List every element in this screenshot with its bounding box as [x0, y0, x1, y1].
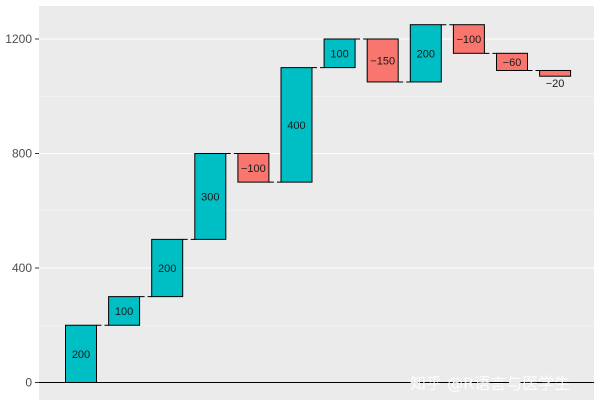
waterfall-bar	[539, 69, 572, 77]
waterfall-bar	[496, 52, 528, 71]
waterfall-bar	[151, 238, 184, 298]
watermark: 知乎 @R语言与医学生	[410, 374, 570, 393]
waterfall-bar	[194, 153, 227, 240]
bars	[65, 24, 572, 383]
y-tick-label: 800	[12, 147, 32, 161]
waterfall-bar	[452, 24, 485, 54]
bar-value-label: 100	[330, 48, 348, 60]
bar-value-label: 200	[158, 263, 176, 275]
bar-value-label: −20	[546, 78, 565, 90]
bar-value-label: 200	[72, 349, 90, 361]
y-tick-label: 0	[25, 376, 32, 390]
bar-value-label: −100	[241, 163, 266, 175]
connectors	[96, 24, 540, 326]
bar-value-label: −100	[457, 34, 482, 46]
waterfall-bar	[237, 153, 270, 183]
bar-value-label: 200	[417, 48, 435, 60]
y-axis: 0 400 800 1200	[5, 32, 39, 390]
bar-value-label: 300	[201, 191, 219, 203]
y-tick-label: 1200	[5, 32, 32, 46]
waterfall-bar	[65, 324, 97, 383]
bar-value-label: −150	[370, 55, 395, 67]
bar-labels: 200 100 200 300 −100 400 100 −150 200 −100 −60 −20	[72, 34, 565, 361]
waterfall-bar	[280, 67, 313, 183]
waterfall-bar	[323, 38, 356, 69]
bar-value-label: −60	[503, 57, 522, 69]
bar-value-label: 400	[287, 120, 305, 132]
waterfall-bar	[366, 38, 399, 83]
waterfall-bar	[409, 24, 442, 83]
y-tick-label: 400	[12, 261, 32, 275]
bar-value-label: 100	[115, 306, 133, 318]
waterfall-bar	[108, 296, 141, 326]
plot-panel	[39, 6, 594, 400]
